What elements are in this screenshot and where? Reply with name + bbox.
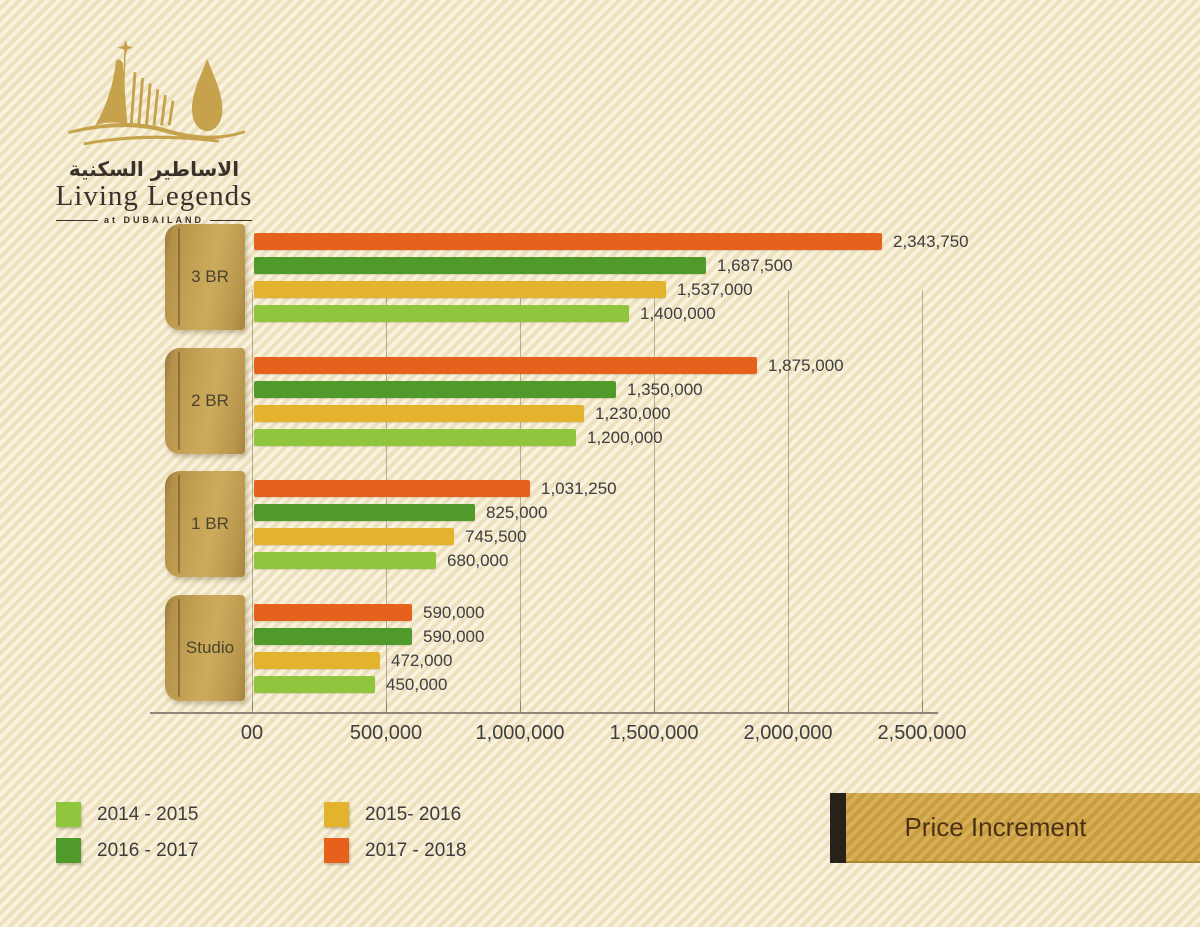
- legend-item: 2014 - 2015: [56, 802, 266, 827]
- bar-value-label: 590,000: [423, 603, 485, 622]
- bar-value-label: 1,230,000: [595, 404, 671, 423]
- bar-value-label: 1,875,000: [768, 356, 844, 375]
- bar-2015-2016: [254, 281, 666, 298]
- price-increment-banner: Price Increment: [830, 793, 1200, 863]
- living-legends-logo: الاساطير السكنية Living Legends at DUBAI…: [48, 36, 260, 225]
- category-book-label: 2 BR: [165, 348, 245, 454]
- bar-value-label: 450,000: [386, 675, 448, 694]
- bar-2017-2018: [254, 233, 882, 250]
- bar-2014-2015: [254, 552, 436, 569]
- gridline: [520, 290, 521, 713]
- bar-2015-2016: [254, 528, 454, 545]
- bar-2014-2015: [254, 305, 629, 322]
- logo-wordmark: Living Legends: [55, 180, 253, 212]
- legend-item: 2017 - 2018: [324, 838, 534, 863]
- legend-item: 2016 - 2017: [56, 838, 266, 863]
- legend-label: 2017 - 2018: [365, 839, 467, 861]
- tagline-right-rule: [210, 219, 252, 221]
- category-label: 3 BR: [191, 267, 229, 286]
- gridline: [788, 290, 789, 713]
- x-tick-label: 500,000: [349, 722, 423, 744]
- bar-value-label: 1,350,000: [627, 380, 703, 399]
- legend-swatch: [56, 838, 81, 863]
- legend-item: 2015- 2016: [324, 802, 534, 827]
- bar-value-label: 590,000: [423, 627, 485, 646]
- banner-title: Price Increment: [904, 811, 1087, 842]
- bar-2016-2017: [254, 628, 412, 645]
- logo-tagline: at DUBAILAND: [48, 215, 260, 225]
- bar-value-label: 1,537,000: [677, 280, 753, 299]
- bar-value-label: 825,000: [486, 503, 548, 522]
- category-book-label: 3 BR: [165, 224, 245, 330]
- axis-tick: [386, 701, 387, 712]
- bar-2015-2016: [254, 652, 380, 669]
- bar-value-label: 1,687,500: [717, 256, 793, 275]
- x-tick-label: 1,500,000: [609, 722, 699, 744]
- x-tick-label: 2,500,000: [877, 722, 967, 744]
- category-label: 1 BR: [191, 514, 229, 533]
- category-label: Studio: [185, 638, 235, 657]
- legend-swatch: [324, 802, 349, 827]
- category-book-label: Studio: [165, 595, 245, 701]
- legend-label: 2015- 2016: [365, 803, 462, 825]
- x-tick-label: 00: [240, 722, 264, 744]
- legend-swatch: [56, 802, 81, 827]
- gridline: [386, 290, 387, 713]
- bar-2015-2016: [254, 405, 584, 422]
- bar-2014-2015: [254, 676, 375, 693]
- logo-arabic-text: الاساطير السكنية: [68, 157, 240, 181]
- banner-gold-band: Price Increment: [846, 793, 1200, 863]
- legend-column: 2014 - 2015 2016 - 2017: [56, 802, 266, 863]
- bar-value-label: 1,031,250: [541, 479, 617, 498]
- axis-tick: [788, 701, 789, 712]
- bar-2016-2017: [254, 504, 475, 521]
- axis-tick: [252, 701, 253, 712]
- gridline: [922, 290, 923, 713]
- gridline: [654, 290, 655, 713]
- bar-2016-2017: [254, 381, 616, 398]
- axis-tick: [520, 701, 521, 712]
- bar-value-label: 1,400,000: [640, 304, 716, 323]
- bar-2017-2018: [254, 357, 757, 374]
- tagline-text: at DUBAILAND: [104, 215, 204, 226]
- legend-swatch: [324, 838, 349, 863]
- bar-2014-2015: [254, 429, 576, 446]
- bar-2016-2017: [254, 257, 706, 274]
- legend-label: 2014 - 2015: [97, 803, 199, 825]
- category-book-label: 1 BR: [165, 471, 245, 577]
- x-tick-label: 1,000,000: [475, 722, 565, 744]
- bar-2017-2018: [254, 604, 412, 621]
- legend-column: 2015- 2016 2017 - 2018: [324, 802, 534, 863]
- axis-tick: [654, 701, 655, 712]
- x-axis-line: [150, 712, 938, 714]
- bar-value-label: 1,200,000: [587, 428, 663, 447]
- banner-accent-bar: [830, 793, 846, 863]
- bar-value-label: 472,000: [391, 651, 453, 670]
- x-tick-label: 2,000,000: [743, 722, 833, 744]
- living-legends-emblem-icon: [68, 39, 246, 146]
- tagline-left-rule: [56, 219, 98, 221]
- category-label: 2 BR: [191, 391, 229, 410]
- bar-value-label: 680,000: [447, 551, 509, 570]
- bar-value-label: 2,343,750: [893, 232, 969, 251]
- bar-value-label: 745,500: [465, 527, 527, 546]
- legend-label: 2016 - 2017: [97, 839, 199, 861]
- axis-tick: [922, 701, 923, 712]
- gridline: [252, 290, 253, 713]
- bar-2017-2018: [254, 480, 530, 497]
- chart-legend: 2014 - 2015 2016 - 2017 2015- 2016 2017 - 2…: [56, 802, 534, 863]
